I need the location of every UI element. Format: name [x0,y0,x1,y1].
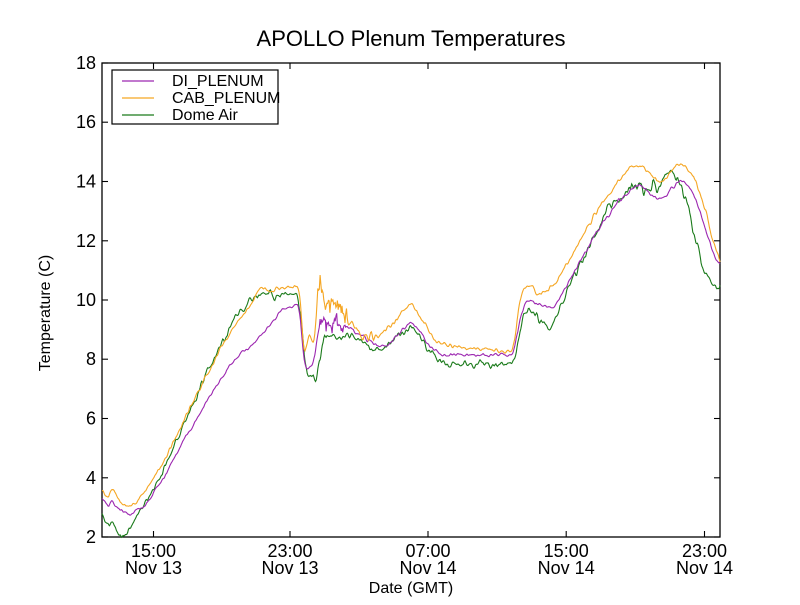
svg-text:Nov 14: Nov 14 [538,558,595,578]
svg-text:18: 18 [76,53,96,73]
svg-text:CAB_PLENUM: CAB_PLENUM [172,90,280,107]
svg-text:Dome Air: Dome Air [172,107,238,124]
svg-text:16: 16 [76,112,96,132]
svg-text:4: 4 [86,468,96,488]
svg-text:10: 10 [76,290,96,310]
svg-text:Nov 13: Nov 13 [261,558,318,578]
svg-text:12: 12 [76,231,96,251]
svg-text:8: 8 [86,349,96,369]
svg-text:Nov 14: Nov 14 [399,558,456,578]
svg-text:2: 2 [86,527,96,547]
svg-text:DI_PLENUM: DI_PLENUM [172,73,264,90]
svg-text:14: 14 [76,172,96,192]
svg-text:6: 6 [86,409,96,429]
svg-text:Nov 13: Nov 13 [125,558,182,578]
svg-text:Nov 14: Nov 14 [676,558,733,578]
